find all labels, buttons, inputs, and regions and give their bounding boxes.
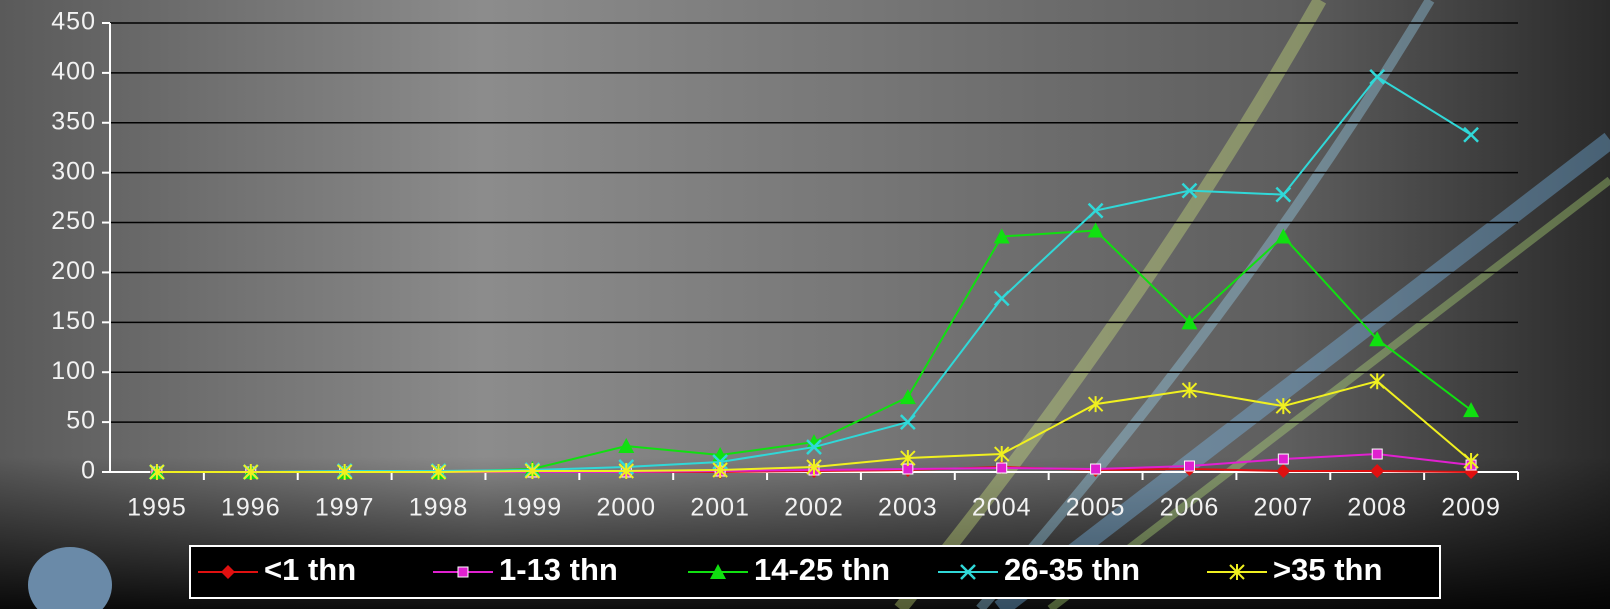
y-tick-label: 300 xyxy=(51,157,96,185)
marker xyxy=(430,464,447,480)
x-tick-label: 1996 xyxy=(221,494,281,522)
legend-label: 26-35 thn xyxy=(1004,552,1140,587)
globe-icon xyxy=(28,547,112,609)
y-tick-label: 50 xyxy=(66,407,96,435)
light-streaks xyxy=(894,0,1610,609)
marker xyxy=(900,450,916,467)
marker xyxy=(1276,464,1291,479)
marker xyxy=(618,463,634,480)
marker xyxy=(1087,396,1104,413)
marker xyxy=(1181,382,1198,399)
y-tick-label: 0 xyxy=(81,457,96,485)
marker xyxy=(1371,448,1383,460)
marker xyxy=(899,414,916,430)
x-tick-label: 2006 xyxy=(1160,494,1220,522)
legend-label: 1-13 thn xyxy=(499,552,618,587)
x-tick-label: 2001 xyxy=(690,494,750,522)
x-tick-label: 2003 xyxy=(878,494,938,522)
marker xyxy=(1181,314,1198,330)
marker xyxy=(1275,228,1292,244)
series xyxy=(149,373,1479,480)
marker xyxy=(1463,126,1479,143)
legend-label: 14-25 thn xyxy=(754,552,890,587)
marker xyxy=(524,463,541,480)
marker xyxy=(993,228,1010,244)
y-tick-label: 350 xyxy=(51,107,96,135)
x-tick-label: 1998 xyxy=(409,494,469,522)
marker xyxy=(618,438,635,454)
marker xyxy=(1275,398,1292,415)
y-tick-label: 400 xyxy=(51,57,96,85)
marker xyxy=(336,464,353,480)
x-tick-label: 2002 xyxy=(784,494,844,522)
marker xyxy=(993,290,1010,307)
x-tick-label: 1997 xyxy=(315,494,375,522)
legend-marker xyxy=(960,564,976,580)
marker xyxy=(994,446,1010,463)
x-tick-label: 2005 xyxy=(1066,494,1126,522)
legend-marker xyxy=(457,566,469,578)
y-tick-label: 450 xyxy=(51,8,96,36)
marker xyxy=(996,462,1008,474)
marker xyxy=(1370,464,1385,479)
legend-label: <1 thn xyxy=(264,552,356,587)
x-tick-label: 2000 xyxy=(596,494,656,522)
marker xyxy=(1463,402,1480,418)
marker xyxy=(243,464,259,480)
marker xyxy=(1275,186,1292,203)
legend-marker xyxy=(221,565,235,579)
y-tick-label: 250 xyxy=(51,207,96,235)
x-tick-label: 1999 xyxy=(503,494,563,522)
x-tick-label: 1995 xyxy=(127,494,187,522)
marker xyxy=(899,389,916,405)
legend-marker xyxy=(710,564,726,579)
y-tick-label: 100 xyxy=(51,357,96,385)
marker xyxy=(1087,202,1104,219)
marker xyxy=(149,464,165,480)
marker xyxy=(1090,463,1102,475)
marker xyxy=(1277,453,1289,465)
legend-label: >35 thn xyxy=(1273,552,1382,587)
x-tick-label: 2009 xyxy=(1441,494,1501,522)
marker xyxy=(1183,460,1195,472)
x-tick-label: 2004 xyxy=(972,494,1032,522)
marker xyxy=(1463,453,1479,470)
marker xyxy=(1369,373,1385,390)
marker xyxy=(1181,182,1198,199)
marker xyxy=(1369,68,1386,85)
marker xyxy=(712,462,728,479)
legend-marker xyxy=(1229,564,1245,580)
marker xyxy=(806,459,822,476)
marker xyxy=(1087,222,1104,238)
marker xyxy=(1369,331,1386,347)
y-tick-label: 150 xyxy=(51,307,96,335)
x-tick-label: 2007 xyxy=(1254,494,1314,522)
y-tick-label: 200 xyxy=(51,257,96,285)
marker xyxy=(806,439,822,455)
x-tick-label: 2008 xyxy=(1347,494,1407,522)
